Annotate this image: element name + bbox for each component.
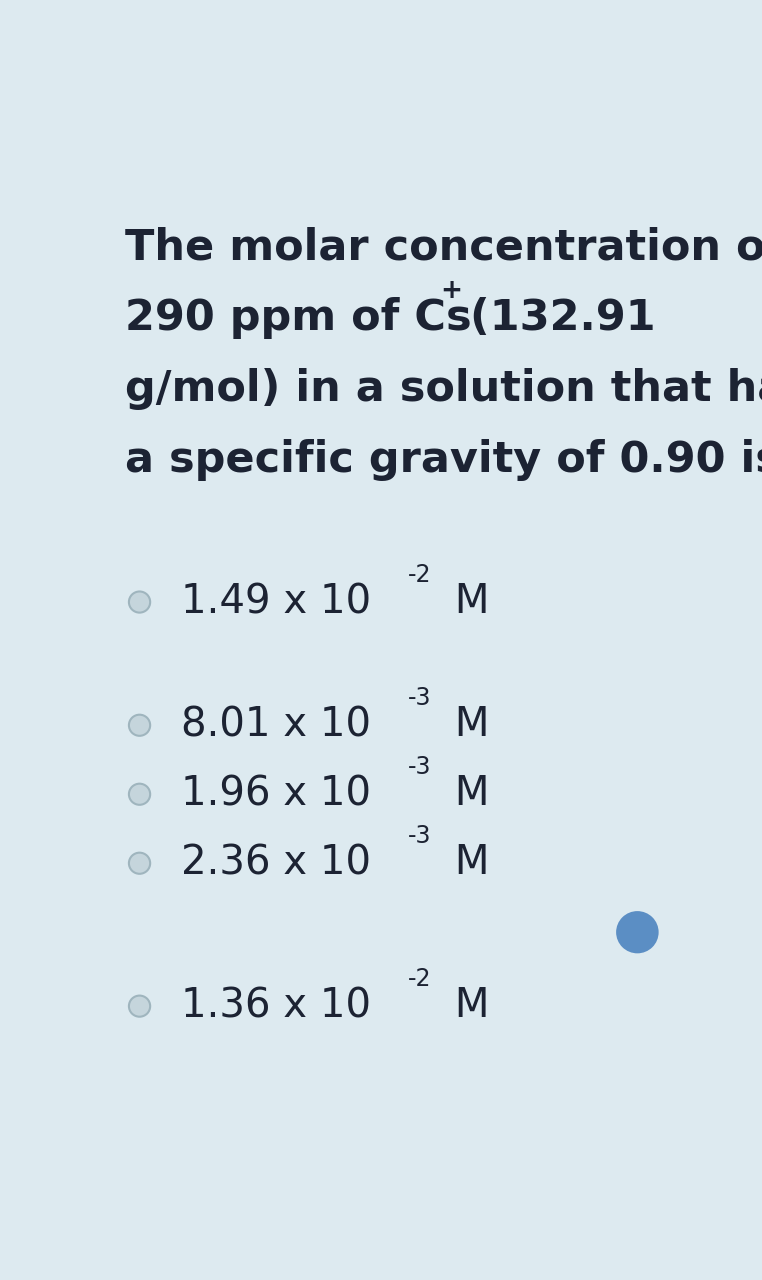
Text: -2: -2 — [408, 563, 432, 588]
Text: -3: -3 — [408, 755, 432, 780]
Text: 8.01 x 10: 8.01 x 10 — [181, 705, 371, 745]
Text: g/mol) in a solution that has: g/mol) in a solution that has — [125, 369, 762, 410]
Ellipse shape — [129, 591, 150, 613]
Text: -3: -3 — [408, 686, 432, 710]
Text: 1.49 x 10: 1.49 x 10 — [181, 582, 371, 622]
Text: 1.96 x 10: 1.96 x 10 — [181, 774, 371, 814]
Text: M: M — [443, 774, 490, 814]
Text: (132.91: (132.91 — [456, 297, 656, 339]
Ellipse shape — [129, 996, 150, 1016]
Text: M: M — [443, 582, 490, 622]
Text: 1.36 x 10: 1.36 x 10 — [181, 986, 371, 1027]
Text: M: M — [443, 705, 490, 745]
Ellipse shape — [129, 852, 150, 874]
Text: 290 ppm of Cs: 290 ppm of Cs — [125, 297, 472, 339]
Ellipse shape — [129, 714, 150, 736]
Text: a specific gravity of 0.90 is:: a specific gravity of 0.90 is: — [125, 439, 762, 481]
Text: M: M — [443, 844, 490, 883]
Ellipse shape — [129, 783, 150, 805]
Ellipse shape — [616, 911, 658, 954]
Text: -3: -3 — [408, 824, 432, 849]
Text: +: + — [440, 278, 463, 305]
Text: 2.36 x 10: 2.36 x 10 — [181, 844, 371, 883]
Text: -2: -2 — [408, 968, 432, 991]
Text: The molar concentration of: The molar concentration of — [125, 227, 762, 269]
Text: M: M — [443, 986, 490, 1027]
